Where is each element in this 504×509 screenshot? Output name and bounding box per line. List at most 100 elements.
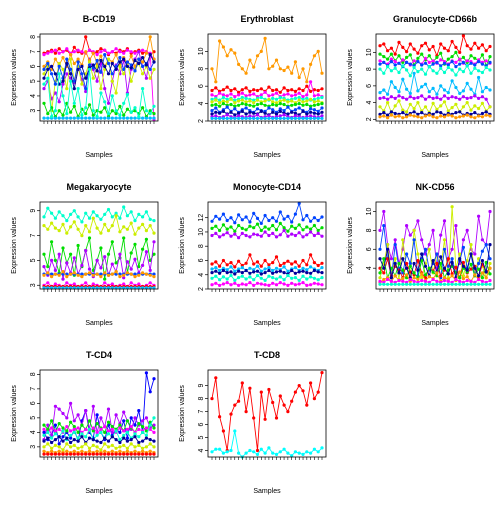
data-point	[233, 95, 237, 99]
data-point	[144, 445, 148, 449]
data-point	[477, 60, 481, 64]
data-point	[46, 265, 50, 269]
data-point	[473, 111, 477, 115]
data-point	[110, 109, 114, 113]
data-point	[106, 439, 111, 443]
data-point	[229, 48, 233, 52]
data-point	[144, 452, 148, 456]
data-point	[465, 96, 469, 100]
data-point	[244, 100, 248, 104]
data-point	[393, 238, 397, 242]
data-point	[42, 87, 46, 91]
data-point	[309, 62, 313, 66]
data-point	[484, 49, 488, 53]
data-point	[95, 439, 99, 443]
data-point	[271, 281, 275, 285]
data-point	[125, 107, 129, 111]
data-point	[53, 258, 58, 262]
data-point	[80, 432, 84, 436]
data-point	[237, 269, 241, 273]
data-point	[46, 227, 50, 231]
data-point	[118, 423, 122, 427]
data-point	[103, 452, 107, 456]
data-point	[458, 67, 462, 71]
data-point	[129, 281, 133, 285]
data-point	[312, 216, 316, 220]
data-point	[233, 51, 237, 55]
data-point	[87, 216, 92, 220]
data-point	[290, 268, 294, 273]
data-point	[46, 116, 50, 120]
data-point	[420, 238, 424, 242]
data-point	[240, 95, 244, 100]
data-point	[401, 45, 405, 50]
data-point	[61, 82, 65, 86]
y-tick-label: 7	[30, 387, 37, 391]
data-point	[263, 103, 267, 107]
data-point	[50, 436, 54, 440]
data-point	[72, 45, 76, 49]
data-point	[122, 225, 126, 229]
data-point	[57, 407, 61, 411]
data-point	[110, 79, 114, 83]
data-point	[240, 116, 244, 120]
series-line	[43, 237, 155, 280]
data-point	[99, 246, 103, 250]
data-point	[233, 403, 237, 407]
data-point	[53, 48, 58, 52]
data-point	[293, 390, 297, 394]
data-point	[133, 69, 137, 73]
data-point	[435, 96, 439, 100]
plot-frame	[39, 369, 159, 458]
data-point	[99, 110, 103, 114]
data-point	[144, 237, 148, 241]
data-point	[69, 272, 73, 276]
data-point	[91, 113, 95, 117]
data-point	[469, 54, 473, 58]
data-point	[221, 282, 225, 286]
data-point	[144, 433, 148, 437]
data-point	[484, 85, 488, 90]
data-point	[233, 429, 237, 433]
data-point	[46, 430, 50, 434]
data-point	[114, 438, 118, 442]
data-point	[259, 109, 263, 113]
data-point	[263, 451, 267, 455]
data-point	[72, 286, 76, 290]
data-point	[301, 116, 305, 120]
y-tick-label: 4	[198, 102, 205, 106]
data-point	[65, 261, 69, 265]
data-point	[382, 224, 386, 228]
data-point	[233, 265, 237, 269]
data-point	[255, 54, 260, 58]
data-point	[286, 259, 290, 263]
data-point	[386, 247, 390, 251]
data-point	[461, 89, 465, 93]
data-point	[420, 282, 424, 286]
data-point	[248, 116, 252, 120]
data-point	[65, 87, 69, 91]
data-point	[316, 278, 320, 282]
data-point	[465, 101, 469, 105]
data-point	[137, 265, 141, 269]
data-point	[229, 270, 233, 274]
data-point	[110, 116, 114, 120]
data-point	[221, 99, 225, 103]
data-point	[293, 260, 297, 264]
data-point	[423, 282, 428, 286]
data-point	[405, 50, 409, 54]
data-point	[148, 281, 152, 285]
data-point	[439, 104, 443, 108]
data-point	[297, 91, 301, 95]
data-point	[214, 224, 218, 228]
data-point	[488, 88, 492, 92]
data-point	[87, 48, 92, 52]
data-point	[378, 44, 382, 48]
data-point	[316, 390, 320, 394]
data-point	[320, 102, 324, 106]
data-point	[218, 228, 222, 233]
y-tick-label: 7	[30, 50, 37, 54]
data-point	[53, 429, 58, 433]
data-point	[401, 257, 405, 261]
